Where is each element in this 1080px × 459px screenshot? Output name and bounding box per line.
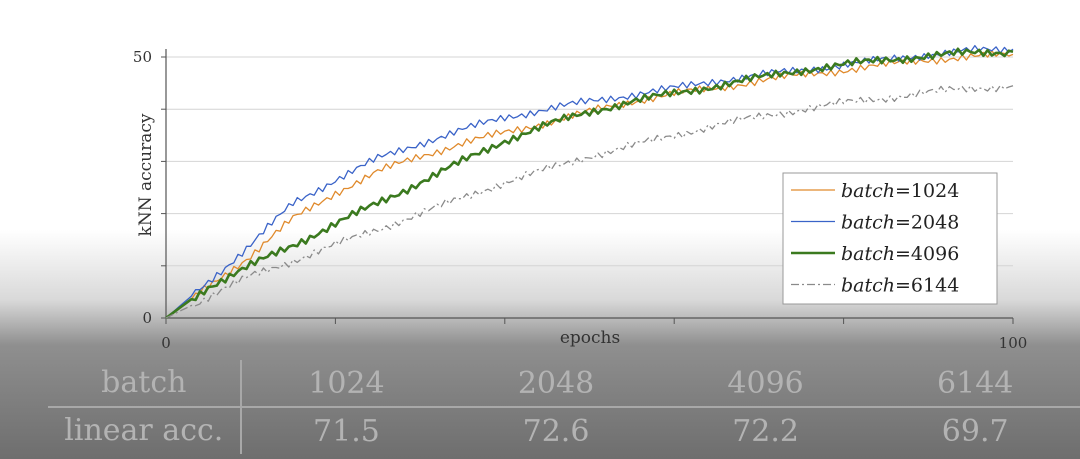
tick-labels: 0 50 0 100 bbox=[133, 48, 1027, 352]
y-tick-label: 0 bbox=[142, 309, 152, 327]
legend: batch=1024 batch=2048 batch=4096 batch=6144 bbox=[782, 172, 998, 305]
x-axis-label: epochs bbox=[560, 328, 620, 348]
x-tick-label: 100 bbox=[999, 334, 1028, 352]
table-cell: linear acc. bbox=[48, 408, 242, 454]
series-line-2048 bbox=[165, 44, 1014, 319]
linear-accuracy-table: batch 1024 2048 4096 6144 linear acc. 71… bbox=[48, 360, 1080, 454]
table-header-cell: 6144 bbox=[937, 365, 1014, 401]
table-cell: 72.6 bbox=[522, 413, 590, 449]
legend-label-4096: batch=4096 bbox=[841, 243, 959, 265]
table-header-cell: 4096 bbox=[727, 365, 804, 401]
series-line-1024 bbox=[165, 50, 1014, 319]
y-axis-label: kNN accuracy bbox=[136, 113, 156, 236]
legend-label-6144: batch=6144 bbox=[841, 275, 959, 297]
table-row: linear acc. 71.5 72.6 72.2 69.7 bbox=[48, 408, 1080, 454]
series-line-4096 bbox=[165, 47, 1014, 320]
table-cell: 71.5 bbox=[313, 413, 380, 449]
axes bbox=[161, 49, 1014, 324]
legend-label-1024: batch=1024 bbox=[841, 180, 959, 202]
x-tick-label: 0 bbox=[161, 334, 171, 352]
table-header-cell: batch bbox=[48, 360, 242, 406]
table-header-cell: 1024 bbox=[308, 365, 385, 401]
table-cell: 72.2 bbox=[732, 413, 799, 449]
table-cell: 69.7 bbox=[941, 413, 1009, 449]
legend-box bbox=[782, 172, 998, 305]
legend-label-2048: batch=2048 bbox=[841, 212, 959, 234]
table-header-cell: 2048 bbox=[517, 365, 595, 401]
series-line-6144 bbox=[165, 84, 1014, 319]
table-header-row: batch 1024 2048 4096 6144 bbox=[48, 360, 1080, 408]
y-tick-label: 50 bbox=[133, 48, 152, 66]
series-lines bbox=[165, 44, 1014, 320]
